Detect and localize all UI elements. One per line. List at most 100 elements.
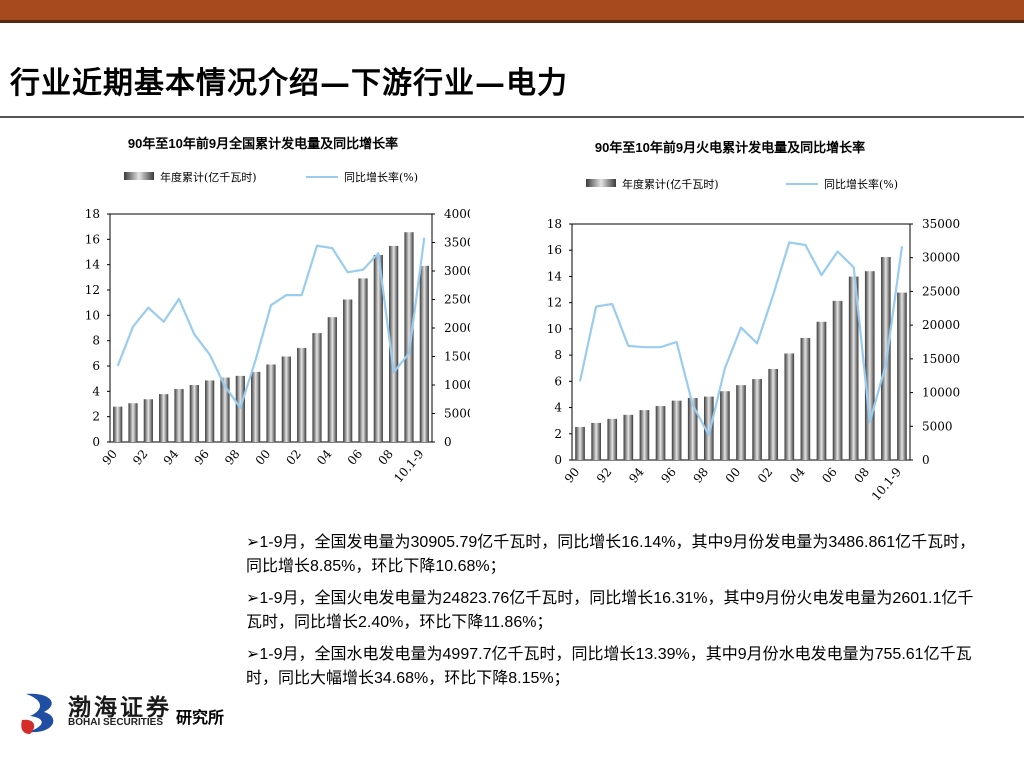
bar (623, 414, 634, 460)
y-right-tick: 30000 (922, 251, 960, 265)
y-right-tick: 0 (922, 453, 930, 467)
bar (343, 299, 353, 442)
bar (189, 385, 199, 442)
y-right-tick: 10000 (922, 386, 960, 400)
logo-dept-text: 研究所 (176, 708, 225, 727)
y-right-tick: 20000 (444, 321, 470, 335)
y-right-tick: 35000 (922, 217, 960, 231)
x-tick: 90 (99, 447, 120, 468)
bar (143, 399, 153, 442)
bar (655, 406, 666, 460)
y-left-tick: 2 (554, 427, 562, 441)
y-left-tick: 6 (554, 374, 562, 388)
x-tick: 10.1-9 (869, 465, 904, 503)
bar (312, 333, 322, 442)
bar (174, 388, 184, 442)
x-tick: 98 (691, 465, 712, 486)
bar (113, 406, 123, 442)
y-left-tick: 12 (85, 283, 100, 297)
bar (752, 379, 762, 460)
y-right-tick: 20000 (922, 318, 960, 332)
x-tick: 04 (787, 465, 808, 486)
bar (358, 278, 368, 442)
y-left-tick: 0 (92, 435, 100, 449)
bar (251, 371, 261, 442)
bar (639, 410, 650, 460)
chart-title: 90年至10年前9月火电累计发电量及同比增长率 (595, 140, 865, 155)
bar (768, 368, 779, 460)
y-left-tick: 10 (85, 308, 100, 322)
x-tick: 90 (562, 465, 583, 486)
bar (128, 403, 138, 442)
y-right-tick: 10000 (444, 378, 470, 392)
x-tick: 06 (345, 447, 366, 468)
y-right-tick: 30000 (444, 264, 470, 278)
y-left-tick: 4 (554, 401, 562, 415)
y-left-tick: 2 (92, 410, 100, 424)
y-left-tick: 8 (92, 334, 100, 348)
x-tick: 02 (755, 465, 776, 486)
logo-cn-text: 渤海证券 (68, 694, 172, 721)
y-left-tick: 16 (85, 232, 100, 246)
bar (720, 391, 730, 460)
bar (832, 300, 843, 460)
bar (607, 418, 618, 460)
y-left-tick: 0 (554, 453, 562, 467)
y-left-tick: 18 (85, 207, 100, 221)
y-left-tick: 14 (85, 258, 101, 272)
y-left-tick: 14 (547, 269, 563, 283)
y-right-tick: 0 (444, 435, 452, 449)
y-left-tick: 16 (547, 243, 562, 257)
bar (373, 255, 383, 442)
slide-title: 行业近期基本情况介绍—下游行业—电力 (10, 66, 568, 101)
y-right-tick: 25000 (444, 293, 470, 307)
bar (297, 347, 307, 442)
bar (404, 232, 414, 442)
x-tick: 02 (283, 447, 304, 468)
y-left-tick: 8 (554, 348, 562, 362)
x-tick: 92 (594, 465, 615, 486)
bar (220, 377, 230, 442)
chart-national-generation: 90年至10年前9月全国累计发电量及同比增长率 年度累计(亿千瓦时) 同比增长率(%… (70, 128, 482, 508)
bar (864, 271, 875, 460)
y-right-tick: 15000 (444, 350, 470, 364)
bar (235, 375, 245, 442)
y-right-tick: 40000 (444, 207, 470, 221)
x-tick: 10.1-9 (391, 447, 426, 485)
y-right-tick: 5000 (444, 407, 470, 421)
bar (266, 364, 276, 442)
bar (736, 385, 746, 460)
bar (816, 321, 827, 460)
y-left-tick: 4 (92, 384, 100, 398)
growth-line (578, 241, 904, 437)
x-tick: 06 (819, 465, 840, 486)
legend-bar-swatch (586, 179, 616, 187)
x-tick: 00 (253, 447, 274, 468)
bar (671, 400, 682, 460)
bar (159, 394, 169, 442)
x-tick: 94 (161, 447, 182, 468)
bar (205, 380, 215, 442)
legend-bar-swatch (124, 172, 154, 180)
x-tick: 92 (130, 447, 151, 468)
y-left-tick: 6 (92, 359, 100, 373)
top-band-line (0, 20, 1024, 23)
x-tick: 98 (222, 447, 243, 468)
y-right-tick: 5000 (922, 419, 953, 433)
bar (591, 422, 601, 460)
top-band (0, 0, 1024, 20)
bullet-national: ➢1-9月，全国发电量为30905.79亿千瓦时，同比增长16.14%，其中9月… (246, 534, 976, 575)
y-right-tick: 35000 (444, 236, 470, 250)
y-left-tick: 18 (547, 217, 562, 231)
y-left-tick: 10 (547, 322, 562, 336)
bar (848, 276, 859, 460)
y-right-tick: 15000 (922, 352, 960, 366)
bar (897, 292, 907, 460)
bohai-logo-icon (21, 693, 54, 734)
bar (419, 265, 429, 442)
bullet-list: ➢1-9月，全国发电量为30905.79亿千瓦时，同比增长16.14%，其中9月… (246, 531, 976, 699)
title-divider (0, 116, 1024, 118)
logo-en-text: BOHAI SECURITIES (68, 717, 164, 728)
